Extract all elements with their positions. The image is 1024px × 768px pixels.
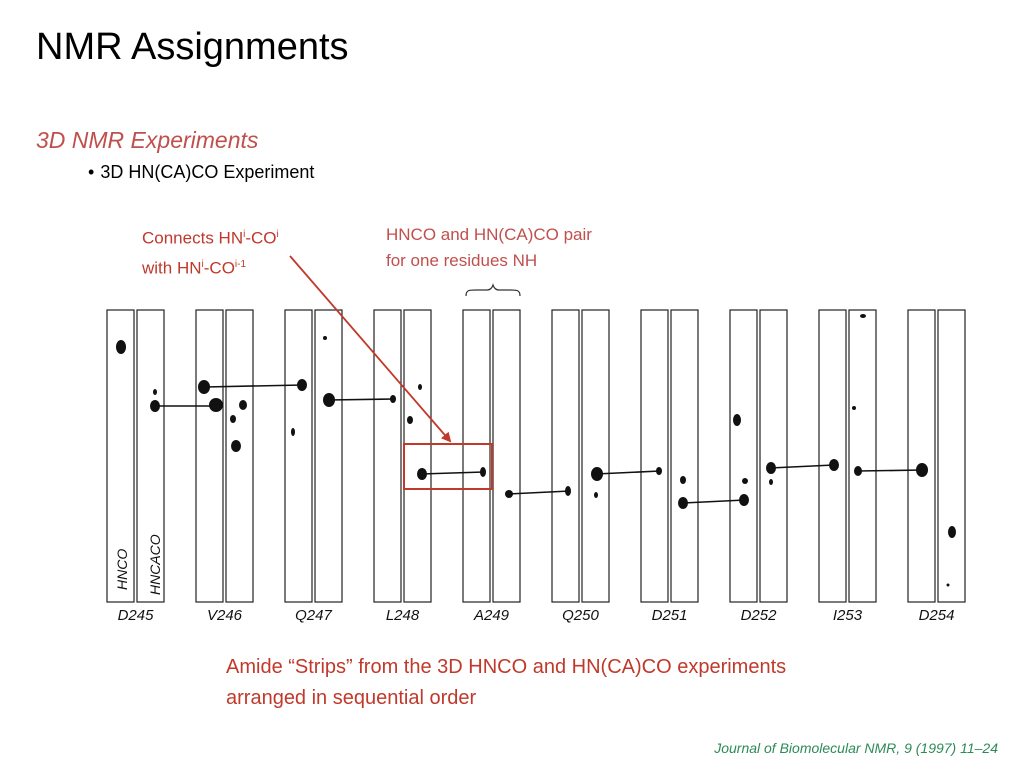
walk-line: [204, 384, 304, 388]
peak: [948, 526, 956, 538]
walk-line: [769, 464, 835, 469]
hnco-strip: [818, 309, 847, 603]
peak: [230, 415, 236, 423]
walk-line: [327, 398, 396, 401]
residue-label: D245: [118, 607, 155, 624]
walk-lines: [155, 384, 923, 504]
hncaco-strip: [848, 309, 877, 603]
slide-title: NMR Assignments: [36, 26, 349, 68]
slide-subtitle: 3D NMR Experiments: [36, 127, 259, 153]
hnco-strip: [195, 309, 224, 603]
residue-label: A249: [473, 607, 510, 624]
walk-line: [420, 471, 485, 475]
peak: [418, 384, 422, 390]
hnco-strip: [284, 309, 313, 603]
figure-caption: Amide “Strips” from the 3D HNCO and HN(C…: [226, 652, 786, 714]
callout-connects: Connects HNi-COi with HNi-COi-1: [142, 222, 279, 281]
residue-label: Q250: [562, 607, 599, 624]
peak: [239, 400, 247, 410]
bullet-item: • 3D HN(CA)CO Experiment: [88, 162, 314, 183]
bullet-dot-icon: •: [88, 162, 95, 182]
peak: [733, 414, 741, 426]
peak: [739, 494, 749, 506]
peak: [153, 389, 157, 395]
residue-label: D254: [919, 607, 955, 624]
exp-label-hncaco: HNCACO: [147, 534, 163, 595]
walk-line: [595, 470, 661, 475]
residue-label: D251: [652, 607, 688, 624]
highlight-box: [403, 443, 493, 490]
hnco-strip: [907, 309, 936, 603]
citation: Journal of Biomolecular NMR, 9 (1997) 11…: [714, 740, 998, 756]
peak: [594, 492, 598, 498]
callout-connects-line2: with HNi-COi-1: [142, 258, 247, 278]
walk-line: [507, 490, 571, 495]
peak: [565, 486, 571, 496]
residue-label: I253: [833, 607, 863, 624]
caption-line1: Amide “Strips” from the 3D HNCO and HN(C…: [226, 656, 787, 678]
walk-line: [857, 469, 923, 472]
hncaco-strip: [225, 309, 254, 603]
pair-brace: [465, 283, 521, 297]
peak: [291, 428, 295, 436]
hnco-strip: [462, 309, 491, 603]
peak: [742, 478, 748, 484]
hncaco-strip: [403, 309, 432, 603]
peak: [678, 497, 688, 509]
hnco-strip: [729, 309, 758, 603]
residue-label: D252: [741, 607, 778, 624]
peak: [231, 440, 241, 452]
residue-label: V246: [207, 607, 243, 624]
peak: [480, 467, 486, 477]
hncaco-strip: [581, 309, 610, 603]
peak: [150, 400, 160, 412]
callout-connects-line1: Connects HNi-COi: [142, 228, 279, 248]
peak: [505, 490, 513, 498]
peak: [946, 583, 950, 587]
callout-pair-line1: HNCO and HN(CA)CO pair: [386, 225, 592, 244]
peak: [591, 467, 603, 481]
peak: [766, 462, 776, 474]
peak: [323, 336, 327, 340]
peak: [656, 467, 662, 475]
exp-label-hnco: HNCO: [114, 549, 130, 590]
strip-group: [106, 309, 966, 603]
peak: [680, 476, 686, 484]
peak: [407, 416, 413, 424]
hnco-strip: [551, 309, 580, 603]
peak: [323, 393, 335, 407]
hncaco-strip: [314, 309, 343, 603]
peak: [297, 379, 307, 391]
peak: [769, 479, 773, 485]
callout-arrow: [289, 255, 452, 443]
walk-line: [682, 499, 746, 504]
bullet-text: 3D HN(CA)CO Experiment: [100, 162, 315, 182]
hncaco-strip: [759, 309, 788, 603]
hnco-strip: [106, 309, 135, 603]
peak: [116, 340, 126, 354]
peak: [916, 463, 928, 477]
hncaco-strip: [136, 309, 165, 603]
peak-group: [116, 314, 956, 587]
callout-pair: HNCO and HN(CA)CO pair for one residues …: [386, 222, 592, 274]
residue-labels: D245 V246 Q247 L248 A249 Q250 D251 D252 I253 D254: [118, 607, 955, 624]
peak: [854, 466, 862, 476]
peak: [860, 314, 866, 318]
peak: [209, 398, 223, 412]
hnco-strip: [640, 309, 669, 603]
peak: [417, 468, 427, 480]
residue-label: Q247: [295, 607, 332, 624]
hncaco-strip: [670, 309, 699, 603]
peak: [390, 395, 396, 403]
callout-pair-line2: for one residues NH: [386, 251, 538, 270]
caption-line2: arranged in sequential order: [226, 687, 477, 709]
hncaco-strip: [492, 309, 521, 603]
hnco-strip: [373, 309, 402, 603]
peak: [829, 459, 839, 471]
peak: [198, 380, 210, 394]
residue-label: L248: [386, 607, 420, 624]
hncaco-strip: [937, 309, 966, 603]
peak: [852, 406, 856, 410]
